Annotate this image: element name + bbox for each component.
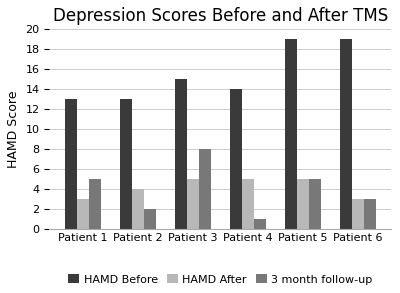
Bar	[254, 219, 266, 229]
Bar	[364, 199, 376, 229]
Bar	[65, 99, 77, 229]
Title: Depression Scores Before and After TMS: Depression Scores Before and After TMS	[53, 7, 388, 25]
Bar	[309, 179, 321, 229]
Bar	[285, 39, 297, 229]
Bar	[187, 179, 199, 229]
Bar	[297, 179, 309, 229]
Bar	[120, 99, 132, 229]
Y-axis label: HAMD Score: HAMD Score	[7, 90, 20, 168]
Bar	[132, 189, 144, 229]
Legend: HAMD Before, HAMD After, 3 month follow-up: HAMD Before, HAMD After, 3 month follow-…	[64, 270, 377, 289]
Bar	[175, 79, 187, 229]
Bar	[144, 209, 156, 229]
Bar	[230, 89, 242, 229]
Bar	[199, 149, 211, 229]
Bar	[340, 39, 352, 229]
Bar	[352, 199, 364, 229]
Bar	[242, 179, 254, 229]
Bar	[77, 199, 89, 229]
Bar	[89, 179, 101, 229]
